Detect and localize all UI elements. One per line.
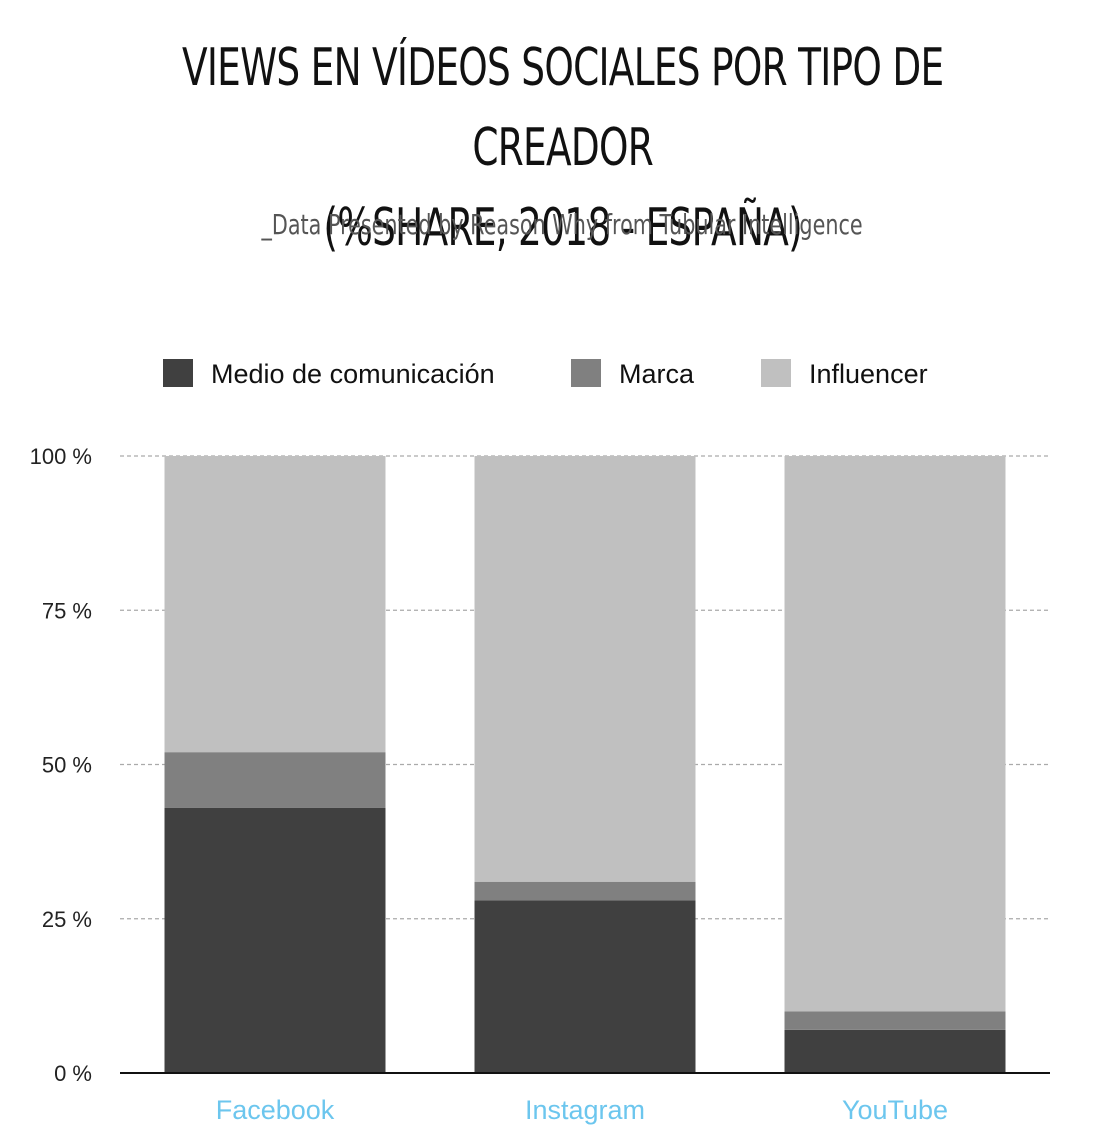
legend-label: Marca (619, 359, 695, 389)
legend-swatch (163, 359, 193, 387)
x-tick-label: Instagram (525, 1095, 645, 1125)
y-tick-label: 50 % (42, 753, 92, 778)
bars (164, 456, 1006, 1073)
y-tick-label: 75 % (42, 598, 92, 623)
y-tick-label: 25 % (42, 907, 92, 932)
legend-swatch (761, 359, 791, 387)
y-tick-label: 100 % (30, 444, 92, 469)
x-axis: Facebook Instagram YouTube (120, 1072, 1050, 1125)
bar-segment-marca-youtube (784, 1011, 1006, 1030)
bar-segment-marca-instagram (474, 881, 696, 901)
bar-segment-influencer-facebook (164, 456, 386, 753)
bar-segment-medio-de-comunicaci-n-instagram (474, 900, 696, 1073)
legend-swatch (571, 359, 601, 387)
chart-title-line-1: VIEWS EN VÍDEOS SOCIALES POR TIPO DE CRE… (181, 38, 944, 178)
chart-title: VIEWS EN VÍDEOS SOCIALES POR TIPO DE CRE… (164, 28, 962, 268)
bar-segment-marca-facebook (164, 752, 386, 808)
chart-title-line-2: (%SHARE, 2018 - ESPAÑA) (323, 198, 803, 258)
y-axis: 0 % 25 % 50 % 75 % 100 % (30, 444, 92, 1086)
legend: Medio de comunicación Marca Influencer (163, 359, 928, 389)
bar-segment-medio-de-comunicaci-n-facebook (164, 807, 386, 1073)
bar-segment-influencer-instagram (474, 456, 696, 882)
bar-segment-influencer-youtube (784, 456, 1006, 1012)
bar-segment-medio-de-comunicaci-n-youtube (784, 1029, 1006, 1073)
legend-label: Medio de comunicación (211, 359, 495, 389)
legend-label: Influencer (809, 359, 928, 389)
x-tick-label: Facebook (216, 1095, 335, 1125)
y-tick-label: 0 % (54, 1061, 92, 1086)
x-tick-label: YouTube (842, 1095, 948, 1125)
chart-subtitle: _Data Presented by Reason Why from Tubul… (261, 208, 863, 241)
